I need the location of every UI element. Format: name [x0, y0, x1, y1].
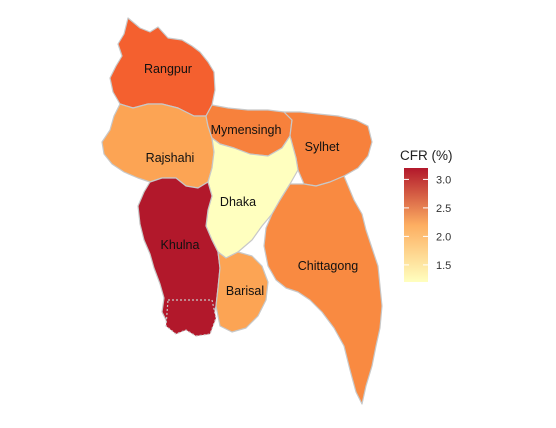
region-rajshahi[interactable] [101, 103, 215, 189]
legend-title: CFR (%) [400, 148, 453, 163]
label-rajshahi: Rajshahi [146, 151, 195, 165]
label-rangpur: Rangpur [144, 62, 192, 76]
legend-tick-label: 2.5 [436, 203, 451, 215]
legend-tick-label: 3.0 [436, 174, 451, 186]
region-chittagong[interactable] [263, 175, 383, 405]
label-sylhet: Sylhet [305, 140, 340, 154]
legend-tick-label: 2.0 [436, 231, 451, 243]
legend-ticks: 3.0 2.5 2.0 1.5 [404, 174, 451, 272]
legend-tick-label: 1.5 [436, 260, 451, 272]
legend: CFR (%) 3.0 2.5 2.0 1.5 [400, 148, 453, 282]
label-mymensingh: Mymensingh [211, 123, 282, 137]
label-chittagong: Chittagong [298, 259, 359, 273]
legend-colorbar [404, 168, 428, 282]
label-dhaka: Dhaka [220, 195, 256, 209]
label-khulna: Khulna [161, 238, 200, 252]
region-barisal[interactable] [215, 251, 269, 333]
sundarbans-fringe [165, 299, 217, 337]
label-barisal: Barisal [226, 284, 264, 298]
